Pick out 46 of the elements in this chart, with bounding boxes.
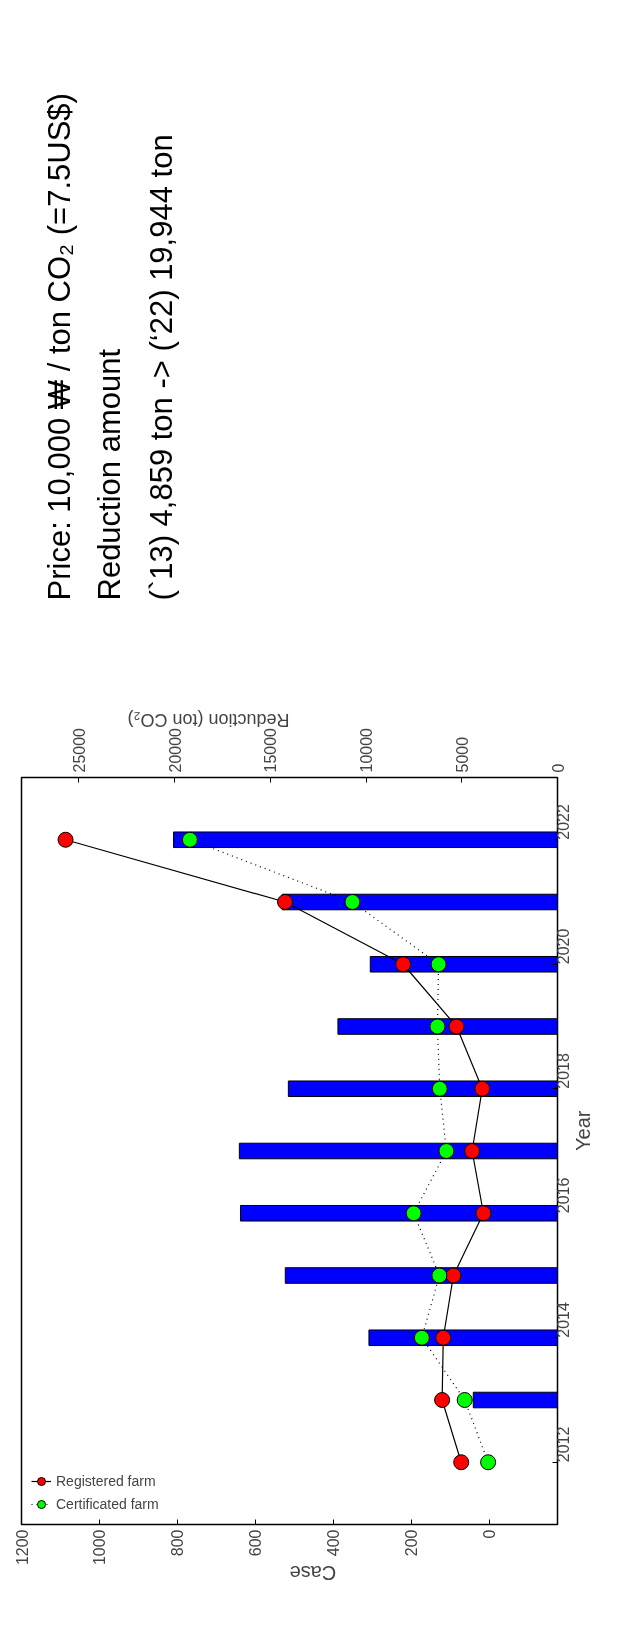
- point: [429, 1018, 446, 1035]
- x2-tick-label: 25000: [70, 727, 88, 773]
- point: [430, 956, 447, 973]
- y-tick-label: 2016: [554, 1177, 572, 1214]
- x2-tick-label: 10000: [358, 727, 376, 773]
- y-tick-label: 2018: [554, 1053, 572, 1089]
- y-tick-label: 2022: [554, 804, 572, 840]
- point: [435, 1329, 452, 1346]
- point: [405, 1205, 422, 1222]
- x2-tick-label: 20000: [166, 727, 184, 773]
- x-tick-label: 600: [247, 1529, 265, 1557]
- point: [344, 894, 361, 910]
- x2-tick-label: 5000: [453, 736, 471, 773]
- legend-label: Registered farm: [56, 1473, 156, 1489]
- point: [480, 1454, 497, 1471]
- x-axis-title: Case: [289, 1562, 337, 1585]
- x-tick-label: 1200: [13, 1529, 31, 1566]
- point: [413, 1329, 430, 1346]
- point: [456, 1392, 473, 1408]
- point: [395, 956, 412, 973]
- y-axis-title: Year: [571, 1110, 594, 1151]
- point: [181, 831, 198, 848]
- y-tick-label: 2012: [554, 1426, 572, 1463]
- point: [453, 1454, 470, 1471]
- x2-tick-label: 15000: [262, 727, 280, 773]
- text: Price: 10,000 ₩ / ton CO₂ (=7.5US$): [41, 93, 77, 601]
- text: Reduction amount: [91, 348, 127, 601]
- y-tick-label: 2020: [554, 928, 572, 965]
- x-tick-label: 400: [325, 1529, 343, 1557]
- point: [431, 1267, 448, 1284]
- point: [448, 1018, 465, 1035]
- point: [57, 831, 74, 848]
- text: (`13) 4,859 ton -> (‘22) 19,944 ton: [144, 134, 180, 601]
- x-tick-label: 1000: [91, 1529, 109, 1566]
- point: [475, 1205, 492, 1222]
- x-tick-label: 800: [169, 1529, 187, 1557]
- x2-tick-label: 0: [549, 763, 567, 773]
- point: [438, 1143, 455, 1159]
- x-tick-label: 0: [481, 1529, 499, 1539]
- y-tick-label: 2014: [554, 1302, 572, 1338]
- point: [445, 1267, 462, 1284]
- legend-label: Certificated farm: [56, 1496, 159, 1512]
- point: [277, 894, 294, 910]
- point: [434, 1392, 451, 1408]
- x-tick-label: 200: [403, 1529, 421, 1557]
- point: [464, 1143, 481, 1159]
